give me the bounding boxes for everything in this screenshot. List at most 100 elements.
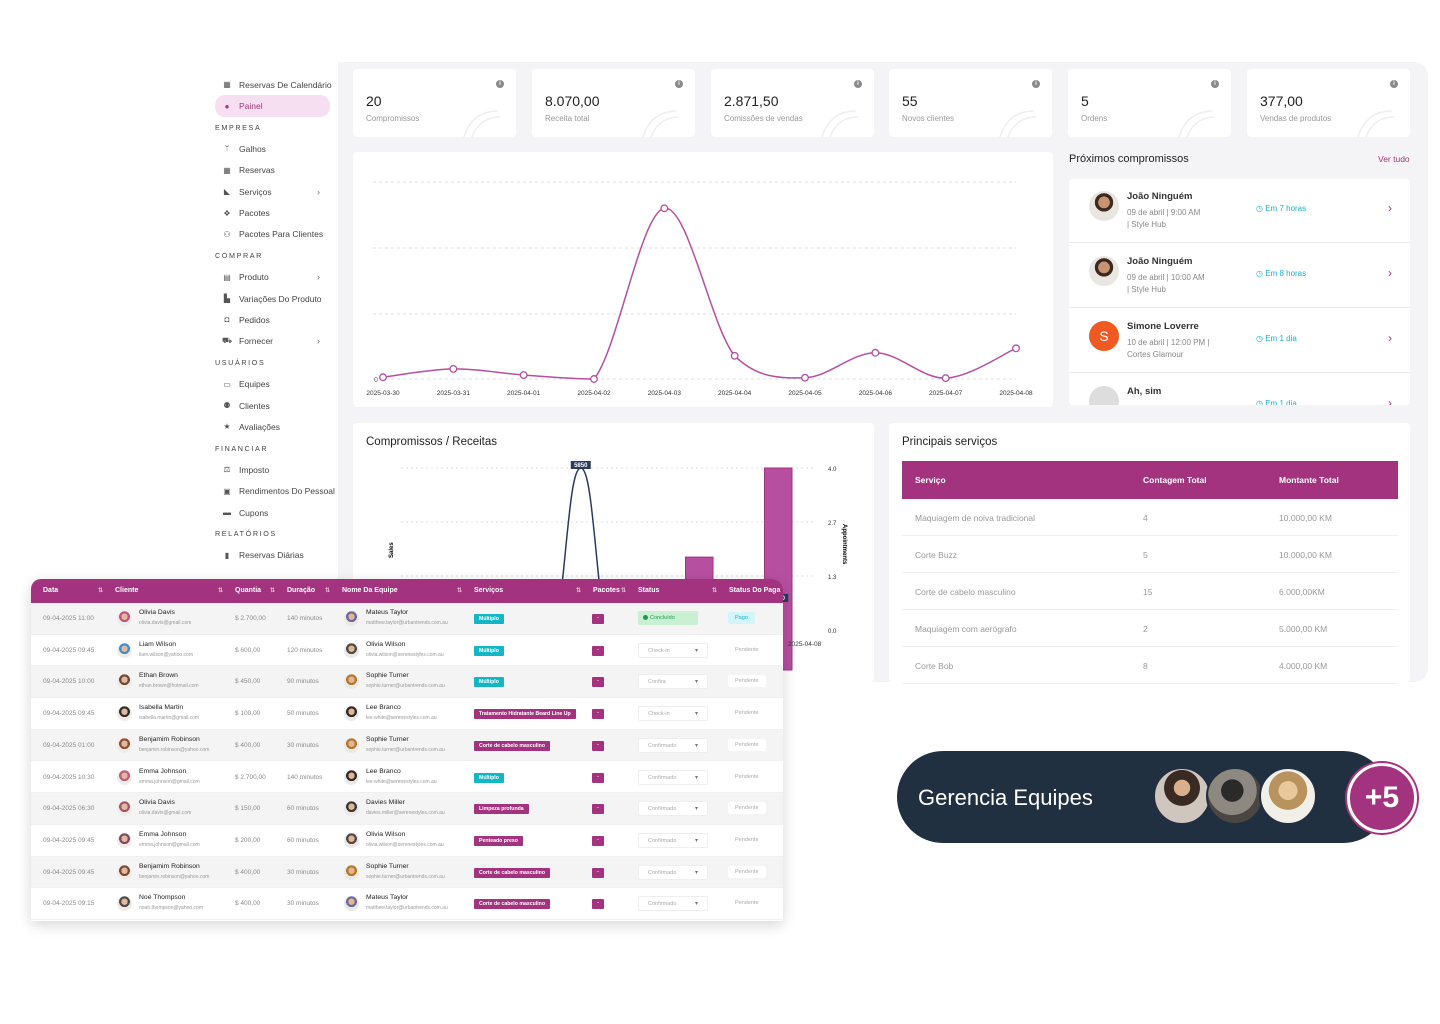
package-toggle[interactable]: - bbox=[592, 804, 604, 815]
chevron-right-icon[interactable]: › bbox=[1388, 396, 1392, 405]
chevron-right-icon[interactable]: › bbox=[1388, 266, 1392, 280]
sidebar-item[interactable]: ▙ Variações Do Produto bbox=[208, 288, 338, 309]
data-point[interactable] bbox=[730, 351, 739, 360]
appointment-item[interactable]: João Ninguém 09 de abril | 9:00 AM | Style… bbox=[1069, 179, 1410, 243]
data-point[interactable] bbox=[449, 364, 458, 373]
table-row[interactable]: 09-04-2025 09:15 Noé Thompson noah.thompso… bbox=[31, 888, 783, 920]
sidebar-item[interactable]: ◘ Pedidos bbox=[208, 309, 338, 330]
status-select[interactable]: Confirmado ▾ bbox=[638, 801, 708, 817]
info-icon[interactable]: i bbox=[675, 80, 683, 88]
sort-icon[interactable]: ⇅ bbox=[270, 588, 276, 594]
status-select[interactable]: Confirmado ▾ bbox=[638, 864, 708, 880]
package-toggle[interactable]: - bbox=[592, 867, 604, 878]
package-toggle[interactable]: - bbox=[592, 835, 604, 846]
payment-status: Pendente bbox=[728, 897, 766, 910]
sidebar-item[interactable]: ▮ Reservas Diárias bbox=[208, 545, 338, 566]
appointment-item[interactable]: João Ninguém 09 de abril | 10:00 AM | Styl… bbox=[1069, 244, 1410, 308]
data-point[interactable] bbox=[590, 375, 598, 383]
sidebar-item[interactable]: ▦ Reservas De Calendário bbox=[208, 74, 338, 95]
chevron-right-icon[interactable]: › bbox=[1388, 331, 1392, 345]
header-count[interactable]: Contagem Total bbox=[1143, 475, 1207, 485]
package-toggle[interactable]: - bbox=[592, 709, 604, 720]
sort-icon[interactable]: ⇅ bbox=[712, 588, 718, 594]
data-point[interactable] bbox=[801, 373, 809, 382]
column-header[interactable]: Status bbox=[638, 587, 660, 594]
sidebar-item-label: Clientes bbox=[239, 400, 270, 411]
info-icon[interactable]: i bbox=[496, 80, 504, 88]
data-point[interactable] bbox=[660, 204, 669, 213]
table-row[interactable]: 09-04-2025 09:45 Benjamim Robinson benjami… bbox=[31, 856, 783, 889]
sort-icon[interactable]: ⇅ bbox=[98, 588, 104, 594]
chevron-right-icon[interactable]: › bbox=[1388, 201, 1392, 215]
sort-icon[interactable]: ⇅ bbox=[325, 588, 331, 594]
service-amount: 10.000,00 KM bbox=[1279, 550, 1332, 560]
table-row[interactable]: 09-04-2025 09:45 Liam Wilson liam.wilson@y… bbox=[31, 635, 783, 667]
sidebar-item[interactable]: ▬ Cupons bbox=[208, 502, 338, 523]
info-icon[interactable]: i bbox=[854, 80, 862, 88]
bookings-table: Data ⇅ Cliente ⇅ Quantia ⇅ Duração ⇅ Nome Da Equ… bbox=[31, 579, 783, 921]
package-toggle[interactable]: - bbox=[592, 899, 604, 910]
appointment-item[interactable]: S Simone Loverre 10 de abril | 12:00 PM | C… bbox=[1069, 309, 1410, 373]
data-point[interactable] bbox=[379, 373, 387, 382]
more-teams-badge[interactable]: +5 bbox=[1347, 763, 1417, 833]
column-header[interactable]: Data bbox=[43, 587, 59, 594]
sidebar-item[interactable]: ⚉ Clientes bbox=[208, 395, 338, 416]
column-header[interactable]: Serviços bbox=[474, 587, 504, 594]
sort-icon[interactable]: ⇅ bbox=[576, 588, 582, 594]
sidebar-item[interactable]: ▭ Equipes bbox=[208, 373, 338, 394]
sort-icon[interactable]: ⇅ bbox=[218, 588, 224, 594]
status-select[interactable]: Check-in ▾ bbox=[638, 706, 708, 722]
status-select[interactable]: Confirmado ▾ bbox=[638, 737, 708, 753]
column-header[interactable]: Quantia bbox=[235, 587, 262, 594]
manage-teams-banner[interactable]: Gerencia Equipes bbox=[897, 751, 1389, 843]
sidebar-item[interactable]: ▣ Rendimentos Do Pessoal bbox=[208, 480, 338, 501]
sidebar-item[interactable]: ▤ Produto › bbox=[208, 267, 338, 288]
sidebar-item[interactable]: ● Painel bbox=[215, 95, 330, 117]
status-select[interactable]: Check-in ▾ bbox=[638, 642, 708, 658]
table-row[interactable]: 09-04-2025 09:45 Isabella Martin isabella.… bbox=[31, 698, 783, 730]
status-select[interactable]: Confira ▾ bbox=[638, 674, 708, 690]
package-toggle[interactable]: - bbox=[592, 614, 604, 624]
column-header[interactable]: Duração bbox=[287, 587, 316, 594]
column-header[interactable]: Pacotes bbox=[593, 587, 620, 594]
payment-status: Pago bbox=[728, 612, 755, 624]
view-all-link[interactable]: Ver tudo bbox=[1378, 154, 1410, 164]
sidebar-item[interactable]: ᛘ Galhos bbox=[208, 138, 338, 159]
staff-avatar bbox=[344, 769, 359, 785]
header-service[interactable]: Serviço bbox=[915, 475, 946, 485]
data-point[interactable] bbox=[941, 374, 950, 383]
sidebar-item[interactable]: ❖ Pacotes bbox=[208, 202, 338, 223]
sort-icon[interactable]: ⇅ bbox=[621, 588, 627, 594]
info-icon[interactable]: i bbox=[1211, 80, 1219, 88]
package-toggle[interactable]: - bbox=[592, 677, 604, 688]
table-row[interactable]: 09-04-2025 09:45 Emma Johnson emma.johnson… bbox=[31, 825, 783, 857]
table-row[interactable]: 09-04-2025 06:30 Olivia Davis olivia.davis… bbox=[31, 793, 783, 825]
status-select[interactable]: Confirmado ▾ bbox=[638, 896, 708, 912]
column-header[interactable]: Nome Da Equipe bbox=[342, 587, 398, 594]
data-point[interactable] bbox=[871, 348, 880, 357]
sidebar-item[interactable]: ▦ Reservas bbox=[208, 160, 338, 181]
sidebar-item[interactable]: ⛟ Fornecer › bbox=[208, 331, 338, 352]
table-row[interactable]: 09-04-2025 01:00 Benjamim Robinson benjami… bbox=[31, 729, 783, 762]
column-header[interactable]: Status Do Paga bbox=[729, 587, 781, 594]
sidebar-item[interactable]: ⚖ Imposto bbox=[208, 459, 338, 480]
appointment-item[interactable]: Ah, sim ◷ Em 1 dia › bbox=[1069, 374, 1410, 405]
sidebar-item[interactable]: ⚇ Pacotes Para Clientes bbox=[208, 224, 338, 245]
column-header[interactable]: Cliente bbox=[115, 587, 139, 594]
data-point[interactable] bbox=[1012, 344, 1020, 353]
info-icon[interactable]: i bbox=[1390, 80, 1398, 88]
table-row[interactable]: 09-04-2025 10:30 Emma Johnson emma.johnson… bbox=[31, 762, 783, 794]
info-icon[interactable]: i bbox=[1032, 80, 1040, 88]
data-point[interactable] bbox=[519, 371, 528, 380]
sort-icon[interactable]: ⇅ bbox=[457, 588, 463, 594]
sidebar-item[interactable]: ★ Avaliações bbox=[208, 416, 338, 437]
status-select[interactable]: Confirmado ▾ bbox=[638, 832, 708, 848]
sidebar-item[interactable]: ◣ Serviços › bbox=[208, 181, 338, 202]
header-amount[interactable]: Montante Total bbox=[1279, 475, 1339, 485]
status-select[interactable]: Confirmado ▾ bbox=[638, 769, 708, 785]
package-toggle[interactable]: - bbox=[592, 645, 604, 656]
package-toggle[interactable]: - bbox=[592, 772, 604, 783]
table-row[interactable]: 09-04-2025 10:00 Ethan Brown ethan.brown@h… bbox=[31, 666, 783, 699]
table-row[interactable]: 09-04-2025 11:00 Olivia Davis olivia.davis… bbox=[31, 603, 783, 635]
package-toggle[interactable]: - bbox=[592, 740, 604, 751]
